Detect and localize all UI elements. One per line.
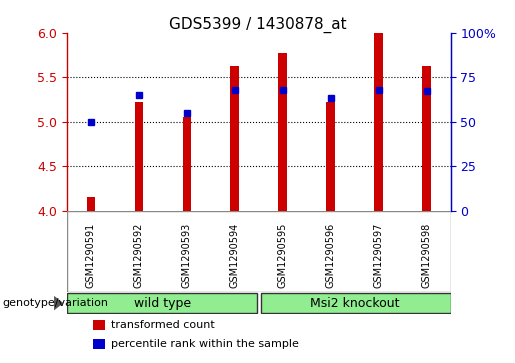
Bar — [259, 211, 307, 292]
Bar — [67, 211, 115, 292]
Text: percentile rank within the sample: percentile rank within the sample — [111, 339, 299, 349]
Bar — [87, 197, 95, 211]
Text: GSM1290595: GSM1290595 — [278, 223, 288, 288]
Bar — [261, 293, 451, 313]
Text: wild type: wild type — [134, 297, 192, 310]
Text: GSM1290591: GSM1290591 — [86, 223, 96, 288]
Text: GSM1290596: GSM1290596 — [325, 223, 336, 288]
Bar — [422, 66, 431, 211]
Bar — [374, 33, 383, 211]
Text: genotype/variation: genotype/variation — [3, 298, 109, 308]
Bar — [163, 211, 211, 292]
Text: GSM1290593: GSM1290593 — [182, 223, 192, 288]
Polygon shape — [54, 296, 63, 310]
Bar — [93, 320, 105, 330]
Bar — [307, 211, 355, 292]
Bar — [279, 53, 287, 211]
Bar — [327, 102, 335, 211]
Bar — [403, 211, 451, 292]
Bar — [231, 66, 239, 211]
Text: Msi2 knockout: Msi2 knockout — [310, 297, 400, 310]
Text: GDS5399 / 1430878_at: GDS5399 / 1430878_at — [169, 16, 346, 33]
Bar — [211, 211, 259, 292]
Bar — [355, 211, 403, 292]
Bar — [67, 293, 257, 313]
Bar — [134, 102, 143, 211]
Bar — [115, 211, 163, 292]
Bar — [93, 339, 105, 349]
Text: GSM1290598: GSM1290598 — [422, 223, 432, 288]
Text: transformed count: transformed count — [111, 320, 214, 330]
Text: GSM1290597: GSM1290597 — [374, 223, 384, 288]
Text: GSM1290592: GSM1290592 — [134, 223, 144, 288]
Bar — [182, 117, 191, 211]
Text: GSM1290594: GSM1290594 — [230, 223, 240, 288]
